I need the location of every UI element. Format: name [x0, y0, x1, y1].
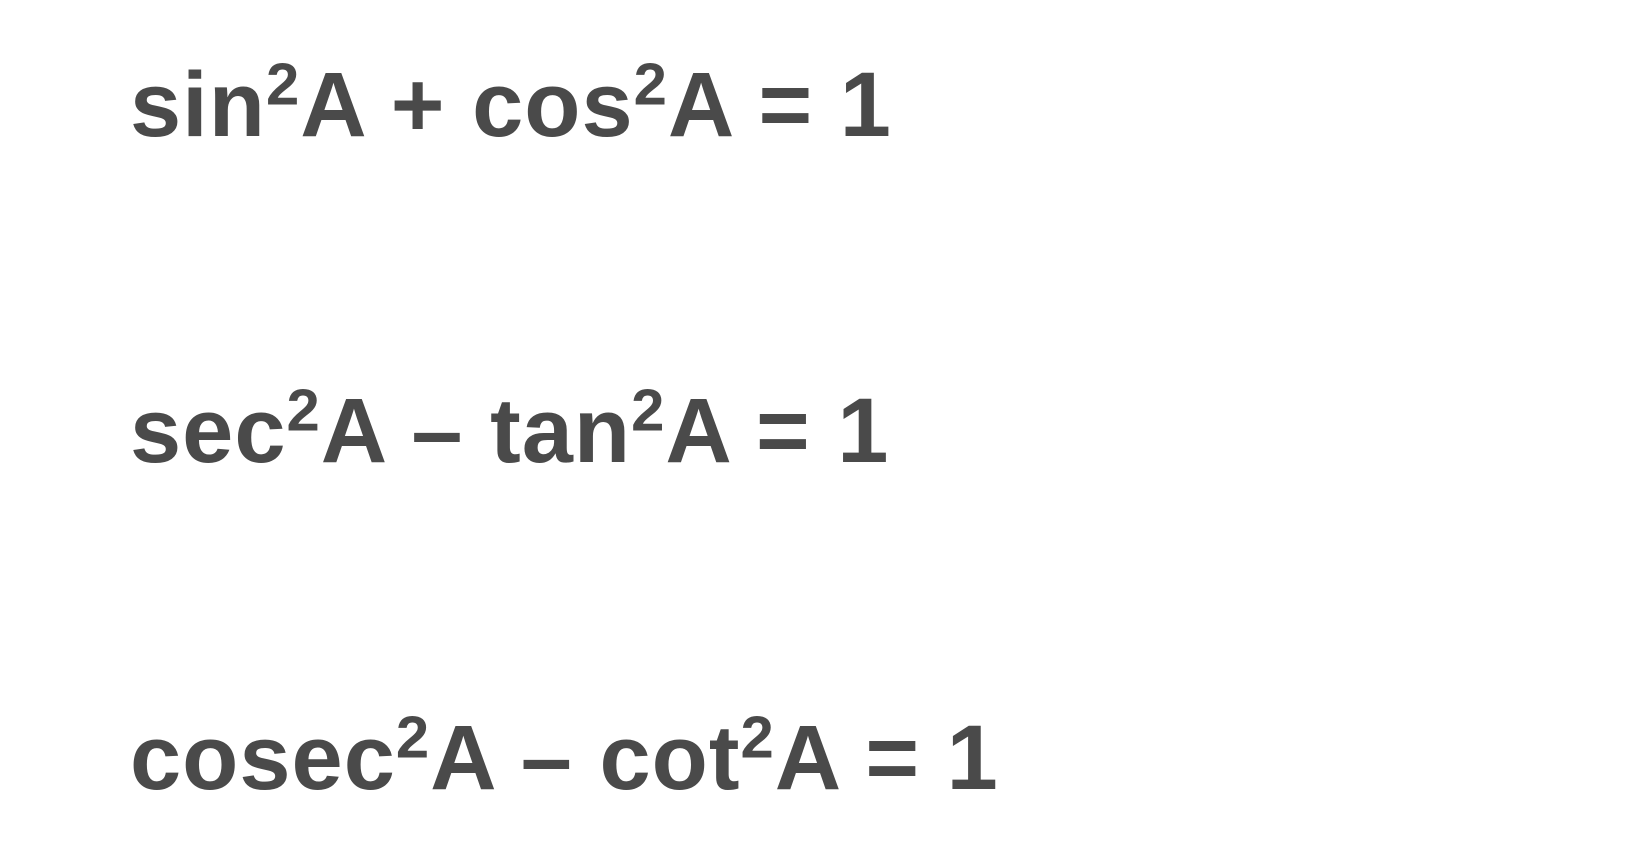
term2-func: cot [599, 707, 740, 809]
term1-var: A [321, 380, 385, 482]
equals: = [839, 707, 947, 809]
term1-func: sin [130, 54, 266, 156]
operator: + [364, 54, 472, 156]
term2-exp: 2 [631, 377, 665, 444]
term1-exp: 2 [266, 50, 300, 117]
equation-1: sin2A + cos2A = 1 [130, 50, 1505, 160]
operator: – [385, 380, 490, 482]
term2-var: A [775, 707, 839, 809]
term1-func: cosec [130, 707, 396, 809]
term2-func: cos [472, 54, 634, 156]
term1-var: A [430, 707, 494, 809]
term2-var: A [665, 380, 729, 482]
result: 1 [840, 54, 892, 156]
term1-func: sec [130, 380, 287, 482]
term1-exp: 2 [396, 703, 430, 770]
term1-var: A [300, 54, 364, 156]
term2-exp: 2 [634, 50, 668, 117]
result: 1 [837, 380, 889, 482]
result: 1 [947, 707, 999, 809]
equation-2: sec2A – tan2A = 1 [130, 376, 1505, 486]
term2-func: tan [490, 380, 631, 482]
term2-var: A [668, 54, 732, 156]
equals: = [732, 54, 840, 156]
equals: = [729, 380, 837, 482]
term2-exp: 2 [740, 703, 774, 770]
equation-3: cosec2A – cot2A = 1 [130, 703, 1505, 813]
operator: – [494, 707, 599, 809]
term1-exp: 2 [287, 377, 321, 444]
